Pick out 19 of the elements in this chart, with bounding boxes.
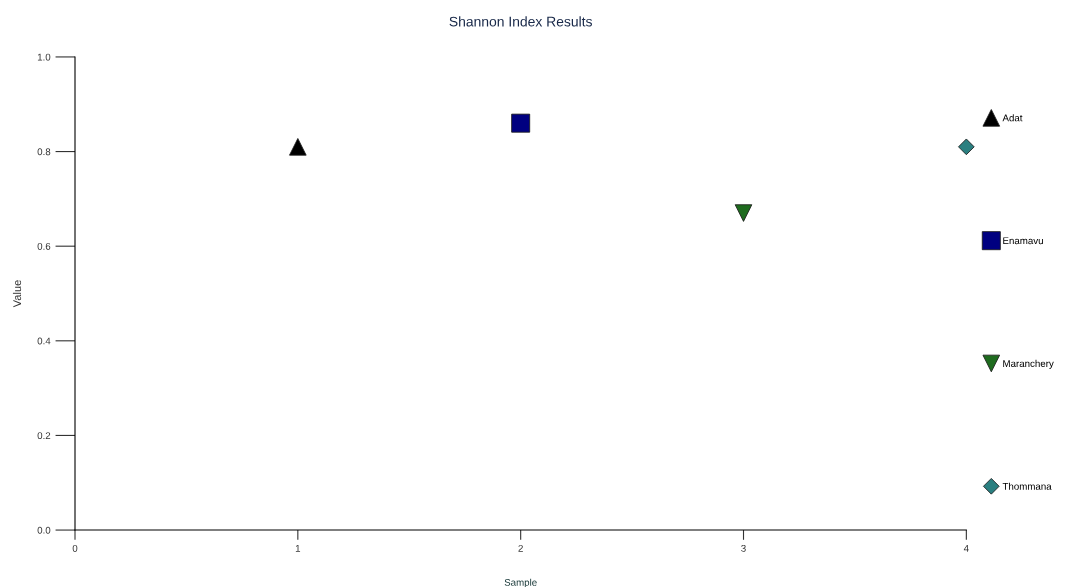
x-axis-title: Sample xyxy=(504,578,537,587)
x-tick-label: 0 xyxy=(72,544,78,552)
x-tick-label: 4 xyxy=(963,545,969,552)
y-tick-label: 0.8 xyxy=(37,148,51,156)
y-tick-label: 0.2 xyxy=(37,432,51,440)
legend-label: Enamavu xyxy=(1003,237,1043,245)
x-tick-label: 3 xyxy=(741,544,746,552)
x-tick-label: 1 xyxy=(295,545,301,552)
y-tick-label: 0.0 xyxy=(37,526,51,534)
x-tick-label: 2 xyxy=(518,544,523,552)
y-axis-title: Value xyxy=(12,280,22,308)
chart-title: Shannon Index Results xyxy=(449,16,592,27)
legend-label: Maranchery xyxy=(1003,359,1054,369)
point xyxy=(958,138,975,156)
y-tick-label: 0.4 xyxy=(37,337,51,345)
legend-label: Thommana xyxy=(1002,482,1052,490)
legend-label: Adat xyxy=(1002,114,1023,122)
y-tick-label: 1.0 xyxy=(37,53,51,61)
y-tick-label: 0.6 xyxy=(37,242,51,250)
